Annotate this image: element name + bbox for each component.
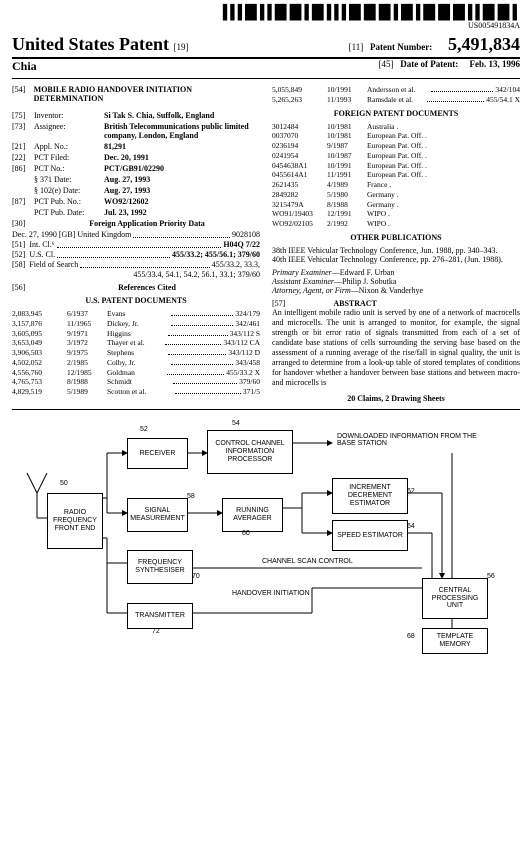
n72: 72 xyxy=(152,628,160,635)
other-pub-2: 40th IEEE Vehicular Technology Conferenc… xyxy=(272,255,520,264)
primary-examiner: —Edward F. Urban xyxy=(332,268,395,277)
box-tm: TEMPLATE MEMORY xyxy=(422,628,488,654)
patent-number: 5,491,834 xyxy=(448,34,520,54)
n56: 56 xyxy=(487,573,495,580)
barcode-number: US005491834A xyxy=(12,21,520,30)
n52: 52 xyxy=(140,426,148,433)
ref-line: 3,605,0959/1971Higgins343/112 S xyxy=(12,329,260,339)
n58: 58 xyxy=(187,493,195,500)
box-cpu: CENTRAL PROCESSING UNIT xyxy=(422,578,488,619)
abstract-head: ABSTRACT xyxy=(333,299,377,308)
other-pub-1: 38th IEEE Vehicular Technology Conferenc… xyxy=(272,246,520,255)
pct-filed: Dec. 20, 1991 xyxy=(104,153,260,162)
appl-no: 81,291 xyxy=(104,142,260,151)
main-columns: [54] MOBILE RADIO HANDOVER INITIATION DE… xyxy=(12,85,520,403)
lbl-hi: HANDOVER INITIATION xyxy=(232,590,310,597)
box-fs: FREQUENCY SYNTHESISER xyxy=(127,550,193,584)
n64: 64 xyxy=(407,523,415,530)
s371-date: Aug. 27, 1993 xyxy=(104,175,260,184)
invention-title: MOBILE RADIO HANDOVER INITIATION DETERMI… xyxy=(34,85,260,103)
ref-line: 28492825/1980Germany . xyxy=(272,190,520,200)
ref-line: 4,556,76012/1985Goldman455/33.2 X xyxy=(12,368,260,378)
us-docs-head: U.S. PATENT DOCUMENTS xyxy=(12,296,260,305)
lbl-downloaded: DOWNLOADED INFORMATION FROM THE BASE STA… xyxy=(337,433,497,447)
field-search: 455/33.2, 33.3, xyxy=(212,260,260,270)
foreign-docs-list: 301248410/1981Australia .003707010/1981E… xyxy=(272,122,520,229)
box-tx: TRANSMITTER xyxy=(127,603,193,629)
block-diagram: RADIO FREQUENCY FRONT END RECEIVER CONTR… xyxy=(12,418,520,648)
us-docs-cont: 5,055,84910/1991Andersson et al.342/1045… xyxy=(272,85,520,105)
ref-line: 4,502,0522/1985Colby, Jr.343/458 xyxy=(12,358,260,368)
right-column: 5,055,84910/1991Andersson et al.342/1045… xyxy=(272,85,520,403)
box-receiver: RECEIVER xyxy=(127,438,188,469)
pn-label: Patent Number: xyxy=(370,42,432,52)
n60: 60 xyxy=(242,530,250,537)
ref-line: 5,265,26311/1993Ramsdale et al.455/54.1 … xyxy=(272,95,520,105)
n50: 50 xyxy=(60,480,68,487)
ref-line: 3,157,87611/1965Dickey, Jr.342/461 xyxy=(12,319,260,329)
ref-line: 26214354/1989France . xyxy=(272,180,520,190)
inventor-surname: Chia xyxy=(12,59,37,74)
int-cl: H04Q 7/22 xyxy=(223,240,260,250)
other-head: OTHER PUBLICATIONS xyxy=(272,233,520,242)
n54: 54 xyxy=(232,420,240,427)
code-11: [11] xyxy=(349,42,364,52)
attorney: —Nixon & Vanderhye xyxy=(351,286,423,295)
header: United States Patent [19] [11] Patent Nu… xyxy=(12,34,520,59)
ref-line: 2,083,9456/1937Evans324/179 xyxy=(12,309,260,319)
ref-line: WO92/021052/1992WIPO . xyxy=(272,219,520,229)
n68: 68 xyxy=(407,633,415,640)
refs-head: References Cited xyxy=(34,283,260,292)
f30-val: 9028108 xyxy=(232,230,260,240)
n62: 62 xyxy=(407,488,415,495)
ref-line: 024195410/1987European Pat. Off. . xyxy=(272,151,520,161)
ref-line: 0454638A110/1991European Pat. Off. . xyxy=(272,161,520,171)
box-ccip: CONTROL CHANNEL INFORMATION PROCESSOR xyxy=(207,430,293,474)
barcode: ▌▌▌█▌▌▌█▌█▌▌█▌▌▌▌█▌█▌█▌▌█▌▌█▌█▌█▌▌▌█▌█▌▌ xyxy=(12,8,520,19)
lbl-csc: CHANNEL SCAN CONTROL xyxy=(262,558,353,565)
f30-head: Foreign Application Priority Data xyxy=(34,219,260,228)
foreign-head: FOREIGN PATENT DOCUMENTS xyxy=(272,109,520,118)
assignee: British Telecommunications public limite… xyxy=(104,122,260,140)
divider xyxy=(12,409,520,410)
box-ide: INCREMENT DECREMENT ESTIMATOR xyxy=(332,478,408,514)
inventor: Si Tak S. Chia, Suffolk, England xyxy=(104,111,260,120)
header-title: United States Patent xyxy=(12,34,169,54)
ref-line: WO91/1940312/1991WIPO . xyxy=(272,209,520,219)
us-cl: 455/33.2; 455/56.1; 379/60 xyxy=(172,250,260,260)
dp-label: Date of Patent: xyxy=(400,59,458,69)
pct-pub-no: WO92/12602 xyxy=(104,197,260,206)
ref-line: 301248410/1981Australia . xyxy=(272,122,520,132)
s102e-date: Aug. 27, 1993 xyxy=(104,186,260,195)
code-45: [45] xyxy=(379,59,394,69)
us-docs-list: 2,083,9456/1937Evans324/1793,157,87611/1… xyxy=(12,309,260,397)
box-sm: SIGNAL MEASUREMENT xyxy=(127,498,188,532)
ref-line: 0455614A111/1991European Pat. Off. . xyxy=(272,170,520,180)
claims-line: 20 Claims, 2 Drawing Sheets xyxy=(272,394,520,403)
pct-pub-date: Jul. 23, 1992 xyxy=(104,208,260,217)
ref-line: 4,765,7538/1988Schmidt379/60 xyxy=(12,377,260,387)
pct-no: PCT/GB91/02290 xyxy=(104,164,260,173)
box-se: SPEED ESTIMATOR xyxy=(332,520,408,551)
f54-num: [54] xyxy=(12,85,34,109)
ref-line: 3,653,0493/1972Thayer et al.343/112 CA xyxy=(12,338,260,348)
field-search-2: 455/33.4, 54.1, 54.2, 56.1, 33.1; 379/60 xyxy=(12,270,260,279)
ref-line: 5,055,84910/1991Andersson et al.342/104 xyxy=(272,85,520,95)
box-ra: RUNNING AVERAGER xyxy=(222,498,283,532)
date-of-patent: Feb. 13, 1996 xyxy=(470,59,521,69)
n70: 70 xyxy=(192,573,200,580)
ref-line: 3215479A8/1988Germany . xyxy=(272,200,520,210)
ref-line: 003707010/1981European Pat. Off. . xyxy=(272,131,520,141)
assistant-examiner: —Philip J. Sobutka xyxy=(334,277,396,286)
left-column: [54] MOBILE RADIO HANDOVER INITIATION DE… xyxy=(12,85,260,403)
code-19: [19] xyxy=(173,42,188,52)
ref-line: 3,906,5039/1975Stephens343/112 D xyxy=(12,348,260,358)
abstract-text: An intelligent mobile radio unit is serv… xyxy=(272,308,520,388)
ref-line: 4,829,5195/1989Scotton et al.371/5 xyxy=(12,387,260,397)
box-rf: RADIO FREQUENCY FRONT END xyxy=(47,493,103,549)
ref-line: 02361949/1987European Pat. Off. . xyxy=(272,141,520,151)
